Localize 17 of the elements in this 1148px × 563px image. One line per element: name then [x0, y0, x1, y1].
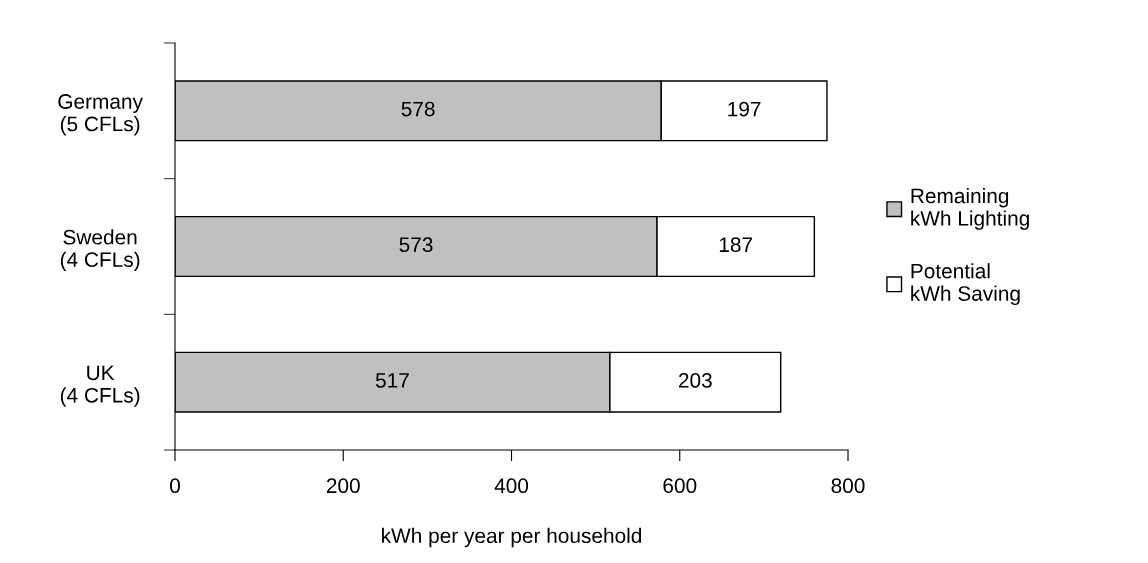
data-label: 517 [375, 373, 409, 388]
y-tick-label: Germany (5 CFLs) [58, 94, 143, 136]
x-tick-label: 400 [494, 478, 529, 494]
data-label: 578 [401, 101, 435, 117]
data-label: 197 [728, 101, 761, 117]
x-tick-label: 800 [831, 478, 865, 494]
x-tick-label: 200 [326, 478, 360, 494]
data-label: 573 [399, 237, 433, 253]
data-label: 203 [678, 373, 712, 388]
y-tick-label: UK (4 CFLs) [60, 365, 140, 407]
x-tick-label: 600 [663, 478, 697, 494]
legend-label: Potential kWh Saving [911, 263, 1020, 306]
x-axis-title: kWh per year per household [382, 527, 642, 548]
x-tick-label: 0 [170, 478, 180, 494]
data-label: 187 [719, 237, 753, 253]
y-tick-label: Sweden (4 CFLs) [60, 229, 140, 272]
legend-label: Remaining kWh Lighting [911, 187, 1029, 230]
